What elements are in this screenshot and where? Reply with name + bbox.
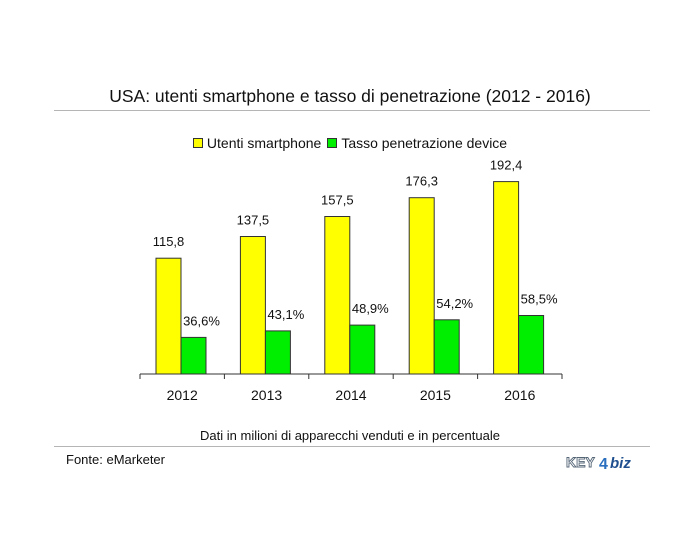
bar-penetration-2016 [518,315,545,375]
x-tick-label-2016: 2016 [504,387,535,403]
logo-key: KEY [566,454,595,470]
bar-users-2014 [324,216,351,375]
legend-label-series1: Utenti smartphone [206,135,322,151]
bar-penetration-2014 [349,324,376,375]
x-tick-label-2014: 2014 [335,387,366,403]
footer-divider [54,446,650,447]
data-label-users-2015: 176,3 [405,174,438,189]
chart-title: USA: utenti smartphone e tasso di penetr… [109,86,591,106]
data-label-users-2013: 137,5 [237,213,270,228]
bar-users-2015 [408,197,435,375]
data-label-users-2014: 157,5 [321,193,354,208]
data-label-penetration-2016: 58,5% [521,292,558,307]
data-label-penetration-2012: 36,6% [183,313,220,328]
legend-swatch-series1 [192,138,203,148]
bar-penetration-2015 [433,319,460,375]
data-label-penetration-2014: 48,9% [352,301,389,316]
chart-note: Dati in milioni di apparecchi venduti e … [200,428,500,443]
bar-users-2012 [155,257,182,375]
data-label-penetration-2015: 54,2% [436,296,473,311]
x-tick-label-2015: 2015 [420,387,451,403]
data-label-users-2016: 192,4 [490,158,523,173]
logo-biz: biz [610,455,631,472]
legend-label-series2: Tasso penetrazione device [341,135,508,151]
legend: Utenti smartphone Tasso penetrazione dev… [0,135,700,151]
key4biz-logo: KEY 4 biz [566,452,640,477]
bar-penetration-2013 [264,330,291,375]
bar-users-2013 [239,236,266,375]
data-label-users-2012: 115,8 [153,234,185,249]
bar-users-2016 [493,181,520,375]
x-tick-label-2013: 2013 [251,387,282,403]
bar-penetration-2012 [180,336,207,375]
data-label-penetration-2013: 43,1% [267,307,304,322]
source-text: Fonte: eMarketer [66,452,165,467]
x-tick-label-2012: 2012 [167,387,198,403]
legend-item-series1: Utenti smartphone [192,135,322,151]
legend-item-series2: Tasso penetrazione device [327,135,507,151]
legend-swatch-series2 [327,138,338,148]
title-divider [54,110,650,111]
logo-digit: 4 [599,456,608,472]
